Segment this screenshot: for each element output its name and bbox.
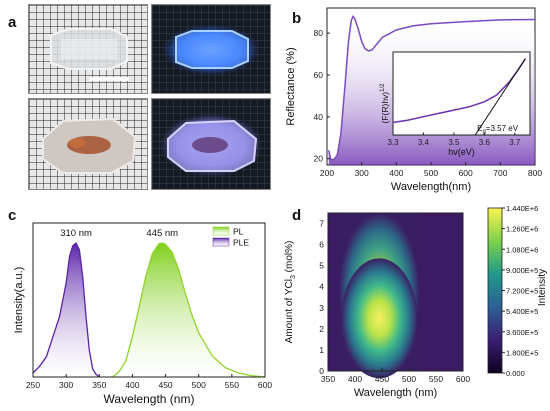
inset-x-tick-label: 3.6 — [479, 138, 491, 147]
peak-label-pl: 445 nm — [146, 228, 178, 239]
x-tick-label-b: 200 — [320, 168, 334, 178]
photo-crystal-daylight-2 — [28, 98, 148, 190]
x-tick-label-d: 350 — [321, 374, 335, 384]
colorbar-tick-label: 0.000 — [506, 369, 525, 378]
x-tick-label-d: 600 — [456, 374, 470, 384]
y-axis-label-d-rest: (mol%) — [284, 241, 295, 275]
x-tick-label-b: 800 — [528, 168, 542, 178]
x-tick-label-d: 400 — [348, 374, 362, 384]
colorbar-tick-label: 3.600E+5 — [506, 328, 538, 337]
scale-bar — [89, 77, 129, 81]
y-tick-label-d: 5 — [319, 261, 324, 271]
inset-annotation-value: =3.57 eV — [486, 124, 519, 133]
y-axis-label-b: Reflectance (%) — [285, 47, 297, 125]
inset-x-axis-label: hv(eV) — [448, 147, 475, 157]
y-axis-label-d: Amount of YCl3 (mol%) — [284, 241, 297, 344]
y-tick-label-d: 1 — [319, 345, 324, 355]
panel-label-a: a — [8, 14, 17, 31]
x-tick-label-b: 400 — [389, 168, 403, 178]
legend-swatch-pl — [212, 226, 230, 236]
y-tick-label-d: 2 — [319, 324, 324, 334]
photo-crystal-uv-2 — [151, 98, 271, 190]
x-tick-label-d: 450 — [375, 374, 389, 384]
colorbar-tick-label: 1.080E+6 — [506, 245, 538, 254]
chart-b-svg: 200 300 400 500 600 700 800 20 40 60 80 Wavelength(… — [285, 7, 542, 193]
series-fill-ple — [33, 243, 100, 377]
x-tick-label-c: 300 — [59, 380, 73, 390]
inset-x-tick-label: 3.4 — [418, 138, 430, 147]
peak-label-ple: 310 nm — [60, 228, 92, 239]
colorbar-tick-label: 9.000E+5 — [506, 266, 538, 275]
inset-fit-line — [474, 58, 526, 136]
panel-c: c 310 nm 445 nm 250 300 350 400 450 500 550 600 Wa… — [0, 205, 280, 411]
panel-label-b: b — [292, 10, 302, 27]
y-tick-label-d: 4 — [319, 282, 324, 292]
y-tick-label-d: 7 — [319, 219, 324, 229]
colorbar-label: Intensity — [537, 269, 548, 306]
x-tick-label-c: 500 — [192, 380, 206, 390]
colorbar-tick-label: 1.440E+6 — [506, 205, 538, 213]
y-tick-label-b: 20 — [314, 154, 324, 164]
panel-label-c: c — [8, 207, 17, 224]
plot-frame-d — [327, 212, 464, 372]
x-tick-label-b: 500 — [424, 168, 438, 178]
plot-frame-c — [32, 222, 266, 378]
y-tick-label-d: 0 — [319, 366, 324, 376]
panel-d: d 350 400 450 500 550 600 0 1 2 3 4 5 6 7 Wavelength (… — [280, 205, 550, 411]
heatmap-peak — [341, 258, 418, 379]
inset-annotation: Eg=3.57 eV — [477, 124, 519, 135]
colorbar — [487, 207, 503, 374]
photo-crystal-daylight-1-svg — [29, 5, 147, 93]
chart-d-svg: 350 400 450 500 550 600 0 1 2 3 4 5 6 7 Wavelength (nm… — [284, 205, 548, 399]
colorbar-tick-label: 1.800E+5 — [506, 348, 538, 357]
photo-crystal-uv-1 — [151, 4, 271, 94]
x-tick-label-d: 500 — [402, 374, 416, 384]
series-fill-pl — [112, 243, 265, 377]
reflectance-line — [327, 14, 536, 161]
photo-crystal-daylight-1 — [28, 4, 148, 94]
chart-c-svg: 310 nm 445 nm 250 300 350 400 450 500 550 600 Wave… — [13, 222, 272, 406]
x-tick-label-b: 700 — [493, 168, 507, 178]
x-axis-label-c: Wavelength (nm) — [104, 392, 195, 406]
x-tick-label-c: 250 — [26, 380, 40, 390]
series-line-pl — [112, 242, 266, 378]
inset-y-axis-label-sup: 1/2 — [380, 83, 386, 92]
legend-label-ple: PLE — [233, 238, 249, 248]
x-axis-label-d: Wavelength (nm) — [354, 387, 437, 399]
x-tick-label-c: 600 — [258, 380, 272, 390]
y-tick-label-b: 60 — [314, 70, 324, 80]
x-tick-label-c: 350 — [92, 380, 106, 390]
inset-x-tick-label: 3.5 — [448, 138, 460, 147]
inset-y-axis-label: (F(R)hv)1/2 — [380, 83, 390, 124]
y-tick-label-b: 80 — [314, 28, 324, 38]
photo-crystal-daylight-2-svg — [29, 99, 147, 189]
colorbar-tick-label: 5.400E+5 — [506, 307, 538, 316]
x-tick-label-d: 550 — [429, 374, 443, 384]
photo-crystal-uv-1-svg — [152, 5, 270, 93]
photo-crystal-uv-2-svg — [152, 99, 270, 189]
inset-annotation-sub: g — [482, 129, 485, 135]
legend-swatch-ple — [212, 237, 230, 247]
inset-x-tick-label: 3.3 — [387, 138, 399, 147]
x-tick-label-c: 450 — [158, 380, 172, 390]
legend-label-pl: PL — [233, 227, 244, 237]
y-tick-label-d: 3 — [319, 303, 324, 313]
x-tick-label-c: 550 — [225, 380, 239, 390]
x-tick-label-b: 300 — [355, 168, 369, 178]
panel-label-d: d — [292, 207, 302, 224]
y-axis-label-c: Intensity(a.u.) — [13, 267, 25, 334]
x-tick-label-b: 600 — [459, 168, 473, 178]
x-tick-label-c: 400 — [125, 380, 139, 390]
series-line-ple — [32, 242, 100, 378]
y-tick-label-b: 40 — [314, 112, 324, 122]
colorbar-tick-label: 1.260E+6 — [506, 225, 538, 234]
y-axis-label-d-sub: 3 — [290, 275, 297, 279]
panel-a: a — [0, 0, 280, 200]
x-axis-label-b: Wavelength(nm) — [391, 181, 471, 193]
inset-frame — [392, 51, 531, 136]
colorbar-tick-label: 7.200E+5 — [506, 287, 538, 296]
y-tick-label-d: 6 — [319, 240, 324, 250]
panel-b: b 200 300 400 500 600 700 800 20 40 60 80 Wavelengt… — [280, 0, 550, 200]
inset-x-tick-label: 3.7 — [509, 138, 521, 147]
